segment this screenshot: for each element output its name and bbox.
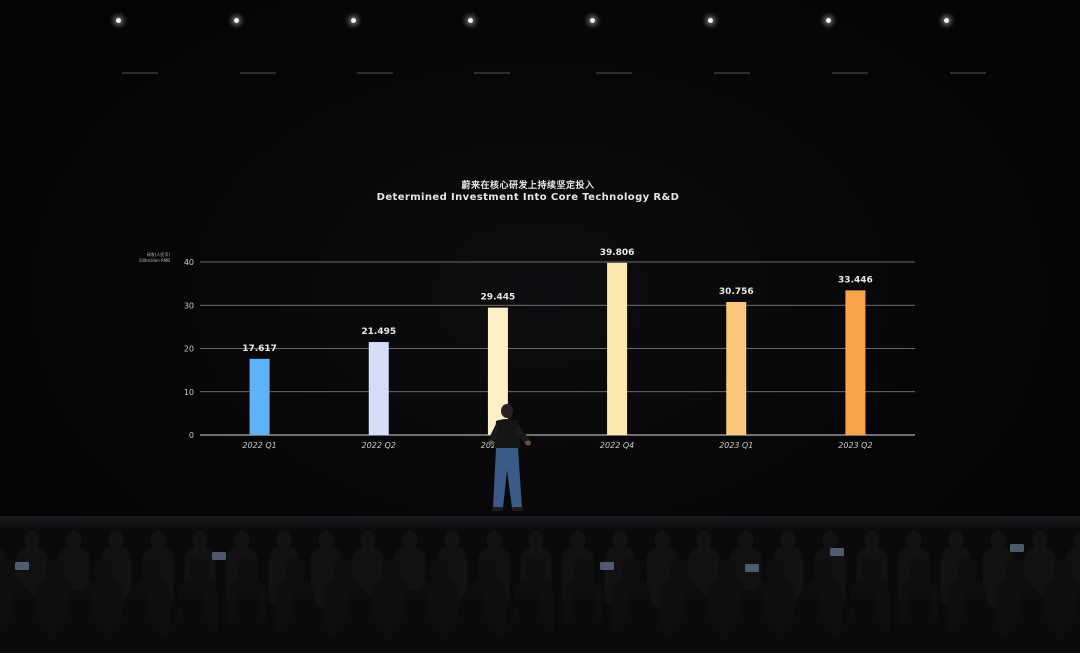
audience-member — [895, 589, 945, 653]
ceiling-light — [116, 18, 121, 23]
y-tick-label: 20 — [184, 345, 194, 354]
audience-member — [727, 589, 777, 653]
y-axis-unit-line-cn: 研发(人民币) — [146, 252, 170, 257]
y-axis-unit-line-en: 100million RMB — [138, 258, 170, 263]
audience-member — [1007, 589, 1057, 653]
audience-member — [1063, 593, 1080, 653]
ceiling-rail — [950, 72, 986, 74]
audience-member — [55, 589, 105, 653]
bar-2022-q3 — [487, 307, 508, 435]
ceiling-light — [708, 18, 713, 23]
data-label: 29.445 — [481, 293, 516, 303]
audience-member — [111, 589, 161, 653]
bar-2023-q1 — [726, 301, 747, 435]
data-label: 17.617 — [242, 344, 277, 354]
phone-screen — [600, 562, 614, 570]
phone-screen — [1010, 544, 1024, 552]
audience-member — [335, 589, 385, 653]
audience-member — [279, 589, 329, 653]
audience-member — [559, 589, 609, 653]
bar-2023-q2 — [845, 290, 866, 435]
ceiling-light — [234, 18, 239, 23]
audience-member — [839, 589, 889, 653]
chart-subtitle: Determined Investment Into Core Technolo… — [376, 192, 680, 203]
audience-member — [223, 589, 273, 653]
ceiling-rail — [714, 72, 750, 74]
audience-member — [503, 589, 553, 653]
chart-title: 蔚来在核心研发上持续坚定投入 — [461, 181, 595, 191]
ceiling-rail — [832, 72, 868, 74]
audience-member — [671, 589, 721, 653]
phone-screen — [212, 552, 226, 560]
data-label: 33.446 — [838, 275, 873, 285]
audience-member — [0, 589, 49, 653]
ceiling-rail — [474, 72, 510, 74]
bar-2022-q4 — [607, 262, 628, 435]
ceiling-light — [590, 18, 595, 23]
audience-silhouettes — [0, 530, 1080, 653]
ceiling-light — [351, 18, 356, 23]
ceiling-rail — [357, 72, 393, 74]
stage-floor — [0, 516, 1080, 530]
phone-screen — [830, 548, 844, 556]
y-tick-label: 0 — [189, 431, 194, 440]
data-label: 39.806 — [600, 248, 635, 258]
ceiling-rail — [122, 72, 158, 74]
audience-member — [951, 589, 1001, 653]
x-tick-label: 2023 Q1 — [719, 441, 753, 450]
phone-screen — [15, 562, 29, 570]
audience-member — [167, 589, 217, 653]
data-label: 30.756 — [719, 287, 754, 297]
y-tick-label: 40 — [184, 258, 194, 267]
ceiling-rail — [596, 72, 632, 74]
audience-member — [615, 589, 665, 653]
audience-member — [391, 589, 441, 653]
data-label: 21.495 — [361, 327, 396, 337]
ceiling-light — [944, 18, 949, 23]
y-tick-label: 10 — [184, 388, 194, 397]
ceiling-light — [468, 18, 473, 23]
ceiling-rail — [240, 72, 276, 74]
bar-2022-q2 — [368, 342, 389, 435]
y-tick-label: 30 — [184, 301, 194, 310]
x-tick-label: 2022 Q1 — [242, 441, 276, 450]
audience-member — [447, 589, 497, 653]
audience-member — [783, 589, 833, 653]
ceiling-light — [826, 18, 831, 23]
y-axis-unit-label: 研发(人民币) 100million RMB — [120, 252, 170, 264]
x-tick-label: 2022 Q4 — [600, 441, 634, 450]
phone-screen — [745, 564, 759, 572]
x-tick-label: 2023 Q2 — [838, 441, 872, 450]
x-tick-label: 2022 Q2 — [362, 441, 396, 450]
bar-2022-q1 — [249, 358, 270, 435]
